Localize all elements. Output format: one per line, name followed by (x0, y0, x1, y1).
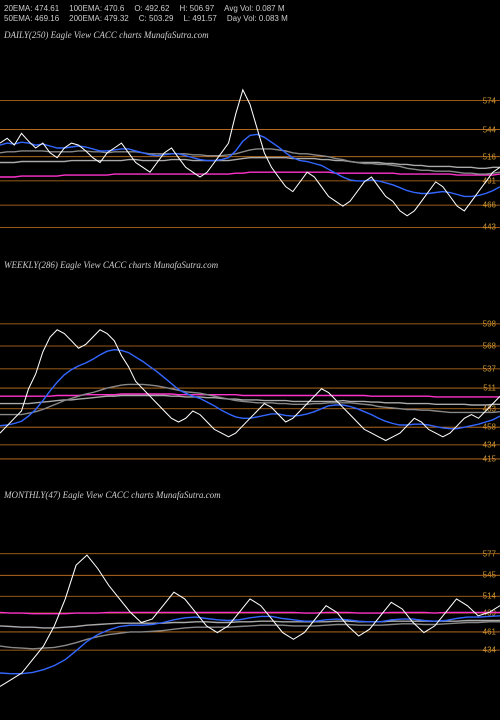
series-ema200 (0, 612, 500, 613)
chart-title: MONTHLY(47) Eagle View CACC charts Munaf… (4, 490, 221, 500)
series-ema100 (0, 158, 500, 169)
chart-panel (0, 85, 500, 240)
chart-title: WEEKLY(286) Eagle View CACC charts Munaf… (4, 260, 218, 270)
chart-svg (0, 85, 500, 240)
stats-row-1: 20EMA: 474.61100EMA: 470.6O: 492.62H: 50… (4, 4, 298, 14)
series-price (0, 90, 500, 216)
chart-panel (0, 315, 500, 470)
series-ema50 (0, 622, 500, 649)
series-ema50 (0, 149, 500, 174)
series-ema20 (0, 350, 500, 429)
chart-svg (0, 545, 500, 700)
chart-panel (0, 545, 500, 700)
series-price (0, 330, 500, 441)
series-ema200 (0, 394, 500, 397)
chart-title: DAILY(250) Eagle View CACC charts Munafa… (4, 30, 209, 40)
series-ema200 (0, 172, 500, 177)
stats-header: 20EMA: 474.61100EMA: 470.6O: 492.62H: 50… (4, 4, 298, 25)
stats-row-2: 50EMA: 469.16200EMA: 479.32C: 503.29L: 4… (4, 14, 298, 24)
chart-svg (0, 315, 500, 470)
